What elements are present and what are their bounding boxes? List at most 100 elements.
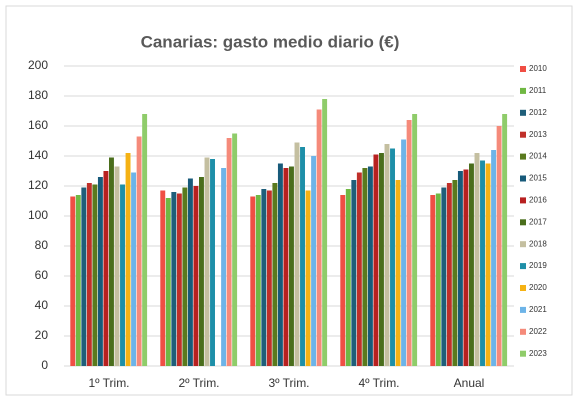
bar [160,190,166,366]
bar [457,171,463,366]
bar [401,139,407,366]
bar [277,163,283,366]
legend-swatch [520,219,526,226]
legend-label: 2010 [529,64,547,73]
bar [406,120,412,366]
bar [373,154,379,366]
bar [340,195,346,366]
bar [452,180,458,366]
bar [70,196,76,366]
bar [491,150,497,366]
bar [97,177,103,366]
bar [412,114,418,366]
bar [165,198,171,366]
chart-title: Canarias: gasto medio diario (€) [141,32,400,51]
bar [109,157,114,366]
bar [322,99,328,366]
y-tick-label: 60 [35,268,49,282]
bar [283,168,289,366]
x-tick-label: 1º Trim. [88,376,129,390]
bar [311,156,317,366]
y-tick-label: 100 [28,208,48,222]
legend-label: 2020 [529,283,547,292]
legend-swatch [520,306,526,313]
bar [75,195,81,366]
bar [120,184,125,366]
bar [171,192,177,366]
legend-swatch [520,197,526,204]
y-tick-label: 0 [41,358,48,372]
bar [114,166,120,366]
x-tick-label: 2º Trim. [178,376,219,390]
bar [250,196,256,366]
bar [384,144,390,366]
bar [362,168,368,366]
bar [441,187,447,366]
legend-label: 2022 [529,327,547,336]
bar [474,153,480,366]
bar [266,190,272,366]
legend-label: 2017 [529,217,547,226]
bar [261,189,267,366]
y-tick-label: 40 [35,298,49,312]
legend-label: 2014 [529,152,547,161]
bar [255,195,261,366]
legend-swatch [520,285,526,291]
bar [176,193,182,366]
bar [300,147,305,366]
legend-swatch [520,66,526,72]
bar [294,142,300,366]
y-tick-label: 160 [28,118,48,132]
bar [210,159,215,366]
bar [289,166,294,366]
bar [351,180,357,366]
bar [182,187,188,366]
legend-label: 2018 [529,239,547,248]
legend-label: 2016 [529,196,547,205]
x-tick-label: Anual [454,376,485,390]
legend-swatch [520,131,526,138]
bar [272,183,278,366]
legend-swatch [520,263,526,270]
bar [463,169,469,366]
bar [316,109,322,366]
x-tick-label: 4º Trim. [358,376,399,390]
legend-label: 2012 [529,108,547,117]
legend-label: 2021 [529,305,547,314]
bar [221,168,227,366]
legend-swatch [520,87,526,94]
bar [480,160,485,366]
bar [367,166,373,366]
bar [81,187,87,366]
legend-swatch [520,175,526,182]
y-tick-label: 180 [28,88,48,102]
bar [204,157,210,366]
bar [469,163,474,366]
legend-label: 2013 [529,130,547,139]
bar [356,172,362,366]
bar [345,189,351,366]
legend-label: 2019 [529,261,547,270]
bar [305,190,311,366]
bar [136,136,142,366]
bar [131,172,137,366]
bar [502,114,508,366]
bar [430,195,436,366]
legend-swatch [520,350,526,357]
bar [226,138,232,366]
bar [379,153,384,366]
y-tick-label: 200 [28,58,48,72]
bar [496,126,502,366]
y-tick-label: 140 [28,148,48,162]
bar [193,186,199,366]
bar [103,171,109,366]
bar [187,178,193,366]
bar [142,114,148,366]
bar [199,177,204,366]
bar [435,193,441,366]
bar [485,163,491,366]
bar [86,183,92,366]
legend-swatch [520,109,526,116]
legend-label: 2023 [529,349,547,358]
